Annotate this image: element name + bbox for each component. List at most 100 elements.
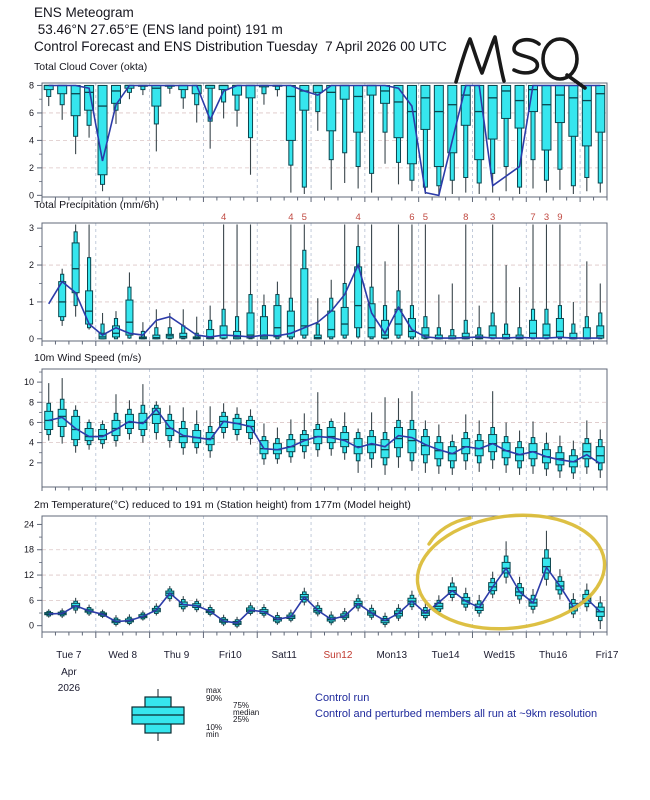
day-gridlines [95, 369, 581, 487]
box-whisker [582, 420, 592, 474]
box-whisker [501, 541, 511, 584]
precip-panel-title: Total Precipitation (mm/6h) [34, 199, 159, 211]
y-axis: 0 6 12 18 24 [24, 519, 42, 631]
box-whisker [501, 422, 511, 473]
box-whisker [272, 84, 283, 97]
legend-resolution-note: Control and perturbed members all run at… [315, 708, 598, 720]
temperature-chart: 0 6 12 18 24 [24, 515, 608, 638]
legend-label-median: median [233, 708, 260, 717]
forecast-run-line: Control Forecast and ENS Distribution Tu… [34, 39, 447, 54]
day-label: Fri10 [218, 650, 242, 661]
location-line: 53.46°N 27.65°E (ENS land point) 191 m [34, 22, 283, 37]
x-axis [41, 487, 608, 491]
box-whisker [354, 224, 363, 339]
cloud-cover-chart: 0 2 4 6 8 [29, 80, 608, 202]
box-whisker [57, 378, 67, 444]
box-whisker [595, 596, 605, 630]
box-whisker [286, 224, 295, 340]
box-whisker [124, 400, 134, 440]
box-whisker [246, 224, 255, 340]
box-whisker [433, 84, 444, 194]
precip-max-label: 9 [557, 212, 562, 223]
day-label: Thu16 [539, 650, 568, 661]
box-whisker [447, 577, 457, 602]
box-whisker [582, 583, 592, 612]
box-whisker [340, 607, 350, 622]
precip-max-label: 3 [490, 212, 495, 223]
box-whisker [528, 421, 538, 474]
box-whisker [299, 413, 309, 459]
y-tick-label: 24 [24, 519, 34, 529]
page-title: ENS Meteogram [34, 5, 134, 20]
box-whisker [514, 84, 525, 194]
wind-panel-title: 10m Wind Speed (m/s) [34, 352, 142, 364]
box-whisker [434, 294, 443, 340]
y-tick-label: 2 [29, 458, 34, 468]
box-whisker [151, 401, 161, 440]
box-whisker [407, 391, 417, 471]
y-tick-label: 2 [29, 163, 34, 173]
control-run-line [48, 262, 601, 339]
box-whisker [206, 305, 215, 340]
box-whisker [595, 84, 606, 193]
box-whisker [420, 420, 430, 473]
box-whisker [448, 283, 457, 340]
handwritten-letter-s [512, 37, 541, 75]
y-axis: 0 2 4 6 8 [29, 80, 42, 200]
box-whisker [85, 224, 94, 330]
day-label: Fri17 [595, 650, 619, 661]
y-tick-label: 0 [29, 621, 34, 631]
legend-label-min: min [206, 730, 219, 739]
legend-control-run: Control run [315, 692, 370, 704]
box-whisker [488, 391, 498, 469]
x-axis [41, 632, 608, 638]
box-whisker [340, 412, 350, 460]
box-whisker [353, 84, 364, 189]
y-tick-label: 8 [29, 80, 34, 90]
box-whisker [474, 84, 485, 194]
precip-max-label: 5 [423, 212, 428, 223]
box-whisker [488, 224, 497, 340]
y-tick-label: 0 [29, 334, 34, 344]
precip-max-label: 8 [463, 212, 468, 223]
box-whisker [541, 432, 551, 476]
precip-max-label: 4 [288, 212, 293, 223]
box-whisker [152, 309, 161, 340]
handwritten-letter-m [454, 35, 506, 84]
precip-max-label: 4 [355, 212, 360, 223]
box-whisker [554, 84, 565, 190]
box-whisker [164, 84, 175, 94]
box-whisker [313, 298, 322, 340]
legend-label-90: 90% [206, 694, 223, 703]
box-whisker [138, 322, 147, 340]
box-whisker [474, 420, 484, 472]
day-gridlines [95, 223, 581, 341]
box-whisker [138, 384, 148, 443]
day-label: Wed 8 [108, 650, 138, 661]
box-whisker [44, 383, 54, 441]
y-axis: 2 4 6 8 10 [24, 371, 42, 468]
box-whisker [205, 406, 215, 458]
day-label: Sun12 [323, 650, 353, 661]
box-whisker [326, 84, 337, 190]
box-whisker [475, 305, 484, 340]
y-tick-label: 2 [29, 260, 34, 270]
handwritten-letter-q [541, 37, 579, 81]
precip-max-label: 5 [302, 212, 307, 223]
box-whisker [407, 224, 416, 340]
control-run-line [48, 84, 601, 197]
box-whisker [569, 301, 578, 340]
year-label: 2026 [57, 683, 81, 694]
box-whisker [380, 84, 391, 164]
box-whisker [487, 84, 498, 193]
box-whisker [393, 398, 403, 468]
box-whisker [191, 84, 202, 123]
day-label: Sat11 [271, 650, 297, 661]
box-whisker [394, 224, 403, 339]
y-tick-label: 12 [24, 570, 34, 580]
precip-max-label: 7 [530, 212, 535, 223]
box-whisker [542, 224, 551, 340]
legend-label-max: max [206, 686, 222, 695]
